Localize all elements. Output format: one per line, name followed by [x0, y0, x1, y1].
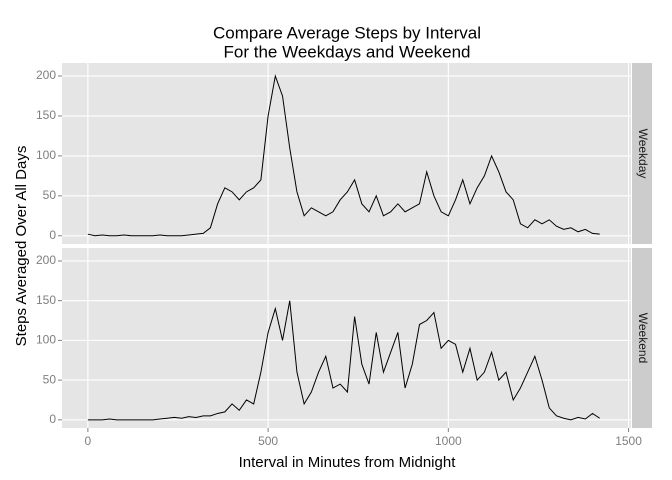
facet-strip: [632, 248, 652, 428]
y-tick-label: 200: [36, 68, 56, 82]
y-tick-label: 50: [43, 372, 57, 386]
x-axis-title: Interval in Minutes from Midnight: [239, 454, 457, 471]
data-line: [87, 74, 600, 237]
y-tick-label: 150: [36, 293, 56, 307]
data-line: [87, 300, 601, 421]
x-tick-label: 500: [258, 434, 278, 448]
y-tick-label: 0: [49, 228, 56, 242]
facet-label: Weekend: [636, 313, 650, 363]
y-axis-title: Steps Averaged Over All Days: [13, 146, 30, 347]
y-tick-label: 0: [49, 412, 56, 426]
facet-strip: [632, 63, 652, 244]
y-tick-label: 200: [36, 253, 56, 267]
x-tick-label: 1000: [435, 434, 462, 448]
y-tick-label: 50: [43, 188, 57, 202]
chart-title: For the Weekdays and Weekend: [224, 42, 471, 61]
facet-label: Weekday: [636, 129, 650, 179]
y-tick-label: 100: [36, 333, 56, 347]
x-tick-label: 0: [85, 434, 92, 448]
y-tick-label: 100: [36, 148, 56, 162]
chart-title: Compare Average Steps by Interval: [213, 23, 481, 42]
panel-background: [62, 63, 631, 244]
panel-background: [62, 248, 631, 428]
x-tick-label: 1500: [615, 434, 642, 448]
y-tick-label: 150: [36, 108, 56, 122]
